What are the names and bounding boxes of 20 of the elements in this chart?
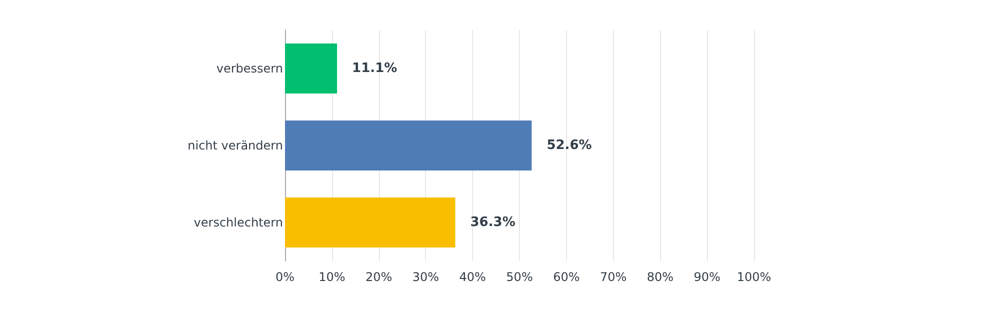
bar [285, 44, 338, 94]
x-tick-label: 70% [600, 270, 627, 284]
x-tick-label: 90% [694, 270, 720, 284]
x-tick-label: 40% [459, 270, 486, 284]
x-tick-label: 0% [275, 270, 295, 284]
y-tick-label: nicht verändern [188, 138, 283, 152]
bar [285, 120, 532, 170]
y-tick-label: verbessern [216, 62, 283, 76]
x-tick-label: 80% [646, 270, 674, 284]
x-tick-label: 30% [412, 270, 440, 284]
data-label: 36.3% [470, 215, 516, 230]
x-tick-label: 10% [318, 270, 346, 284]
x-tick-label: 50% [506, 270, 533, 284]
x-tick-label: 100% [736, 270, 772, 284]
x-tick-label: 60% [553, 270, 580, 284]
bar [285, 198, 456, 248]
data-label: 52.6% [546, 138, 592, 153]
data-label: 11.1% [352, 61, 398, 76]
x-tick-label: 20% [365, 270, 392, 284]
y-tick-label: verschlechtern [194, 216, 283, 230]
